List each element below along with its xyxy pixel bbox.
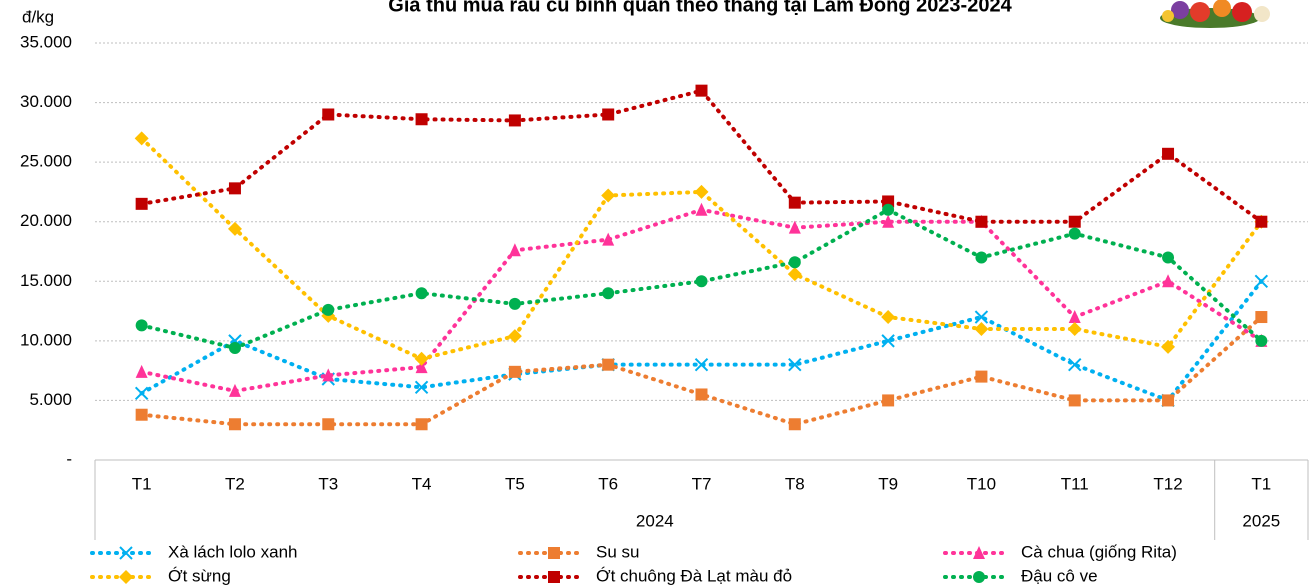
series-line [142,91,1262,222]
x-tick-label: T11 [1061,474,1089,493]
y-tick-label: 35.000 [20,32,72,51]
y-tick-label: 25.000 [20,152,72,171]
data-point [416,287,428,299]
y-tick-label: - [66,449,72,468]
data-point [1162,148,1174,160]
data-point [696,203,708,216]
x-tick-label: T10 [967,474,996,493]
data-point [602,359,614,371]
x-tick-label: T4 [412,474,432,493]
y-tick-label: 30.000 [20,92,72,111]
data-point [602,108,614,120]
data-point [229,182,241,194]
data-point [789,418,801,430]
y-tick-label: 15.000 [20,271,72,290]
series-line [142,138,1262,358]
legend-marker [548,571,560,583]
legend-label: Ớt sừng [168,566,231,585]
x-tick-label: T3 [318,474,338,493]
data-point [416,113,428,125]
data-point [509,366,521,378]
chart-title: Giá thu mua rau củ bình quân theo tháng … [388,0,1012,16]
data-point [322,418,334,430]
data-point [322,108,334,120]
data-point [789,221,801,234]
legend-label: Đậu cô ve [1021,566,1098,585]
data-point [1069,216,1081,228]
data-point [788,267,802,281]
data-point [416,418,428,430]
data-point [229,418,241,430]
data-point [322,304,334,316]
data-point [695,185,709,199]
y-tick-label: 20.000 [20,211,72,230]
data-point [696,85,708,97]
data-point [696,388,708,400]
data-point [1069,394,1081,406]
data-point [136,365,148,378]
data-point [1255,311,1267,323]
data-point [509,298,521,310]
data-point [1255,335,1267,347]
chart: Giá thu mua rau củ bình quân theo tháng … [0,0,1314,588]
data-point [975,371,987,383]
x-tick-label: T8 [785,474,805,493]
data-point [136,409,148,421]
data-point [1255,275,1267,287]
legend-marker [119,570,133,584]
legend-label: Su su [596,542,639,561]
x-tick-label: T2 [225,474,245,493]
x-tick-label: T12 [1153,474,1182,493]
data-point [602,233,614,246]
x-tick-label: T1 [132,474,152,493]
x-tick-label: T7 [692,474,712,493]
legend-label: Xà lách lolo xanh [168,542,297,561]
y-tick-label: 10.000 [20,330,72,349]
legend-label: Cà chua (giống Rita) [1021,542,1177,561]
data-point [974,322,988,336]
y-axis-label: đ/kg [22,7,54,26]
x-tick-label: T9 [878,474,898,493]
x-tick-label: T6 [598,474,618,493]
data-point [1068,322,1082,336]
data-point [136,198,148,210]
legend-marker [973,571,985,583]
x-tick-label: T5 [505,474,525,493]
data-point [1069,228,1081,240]
y-tick-label: 5.000 [29,390,72,409]
legend-label: Ớt chuông Đà Lạt màu đỏ [596,566,792,585]
data-point [1255,216,1267,228]
x-tick-label: T1 [1251,474,1271,493]
data-point [229,342,241,354]
legend-marker [548,547,560,559]
data-point [509,114,521,126]
data-point [882,394,894,406]
data-point [1162,251,1174,263]
data-point [509,243,521,256]
data-point [881,310,895,324]
vegetable-icon [1160,0,1270,28]
data-point [136,387,148,399]
data-point [136,319,148,331]
data-point [789,197,801,209]
data-point [696,275,708,287]
group-label: 2025 [1242,511,1280,530]
group-label: 2024 [636,511,674,530]
data-point [1162,394,1174,406]
data-point [229,384,241,397]
data-point [789,256,801,268]
data-point [602,287,614,299]
data-point [975,251,987,263]
data-point [882,204,894,216]
data-point [975,216,987,228]
